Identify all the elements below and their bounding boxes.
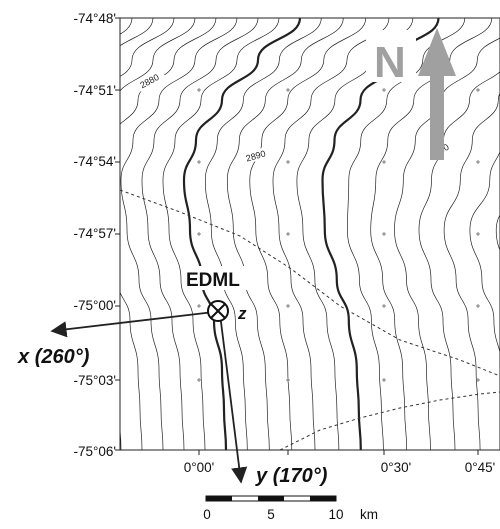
latitude-ticks [115,17,120,451]
z-axis-label: z [237,304,247,323]
contour-label-2890: 2890 [238,145,273,166]
y-axis-label: y (170°) [255,465,328,487]
lon-label: 0°30' [381,460,412,475]
contour-line [272,18,390,450]
dashed-boundary-lower [279,391,500,450]
longitude-ticks [198,450,479,455]
x-axis-label: x (260°) [17,346,90,368]
north-arrow-icon [418,28,456,160]
lon-label: 0°00' [184,460,215,475]
lat-label: -74°54' [73,154,116,169]
contour-line [347,18,466,450]
scale-bar: 0 5 10 km [203,495,378,522]
lon-label: 0°45' [465,460,496,475]
contour-line [204,18,322,450]
lat-label: -74°57' [73,226,116,241]
lat-label: -74°48' [73,11,116,26]
contour-line [394,37,500,450]
station-label-background [184,266,254,290]
scale-tick-label: 5 [267,507,275,522]
lat-label: -75°06' [73,444,116,459]
latitude-labels: -74°48' -74°51' -74°54' -74°57' -75°00' … [73,11,116,459]
contour-label-2880: 2880 [132,68,167,94]
svg-text:2880: 2880 [138,72,160,90]
contour-line [469,150,500,354]
north-arrow: N [366,28,456,160]
index-contour-line [182,18,302,450]
contour-line [418,71,500,450]
lat-label: -75°00' [73,298,116,313]
contour-line [120,18,238,450]
lat-label: -74°51' [73,83,116,98]
scale-unit: km [360,507,378,522]
axis-arrows [50,311,248,484]
station-label: EDML [186,270,240,291]
contour-line [226,18,344,450]
north-label: N [374,38,406,87]
contour-line [162,18,280,450]
contour-line [296,18,414,450]
contour-line [141,18,259,450]
scale-tick-label: 10 [328,507,343,522]
scale-tick-label: 0 [203,507,211,522]
graticule-crosses [197,88,480,382]
x-axis-arrow [50,311,215,338]
lat-label: -75°03' [73,373,116,388]
y-axis-arrow [219,313,248,484]
contour-line [120,18,196,450]
dashed-boundary-upper [120,189,500,377]
contour-line [495,214,500,252]
station-marker [207,300,229,322]
contour-line [0,18,69,450]
longitude-labels: 0°00' 0°30' 0°45' [184,460,496,475]
contour-line [443,92,500,450]
svg-text:2890: 2890 [245,148,267,163]
